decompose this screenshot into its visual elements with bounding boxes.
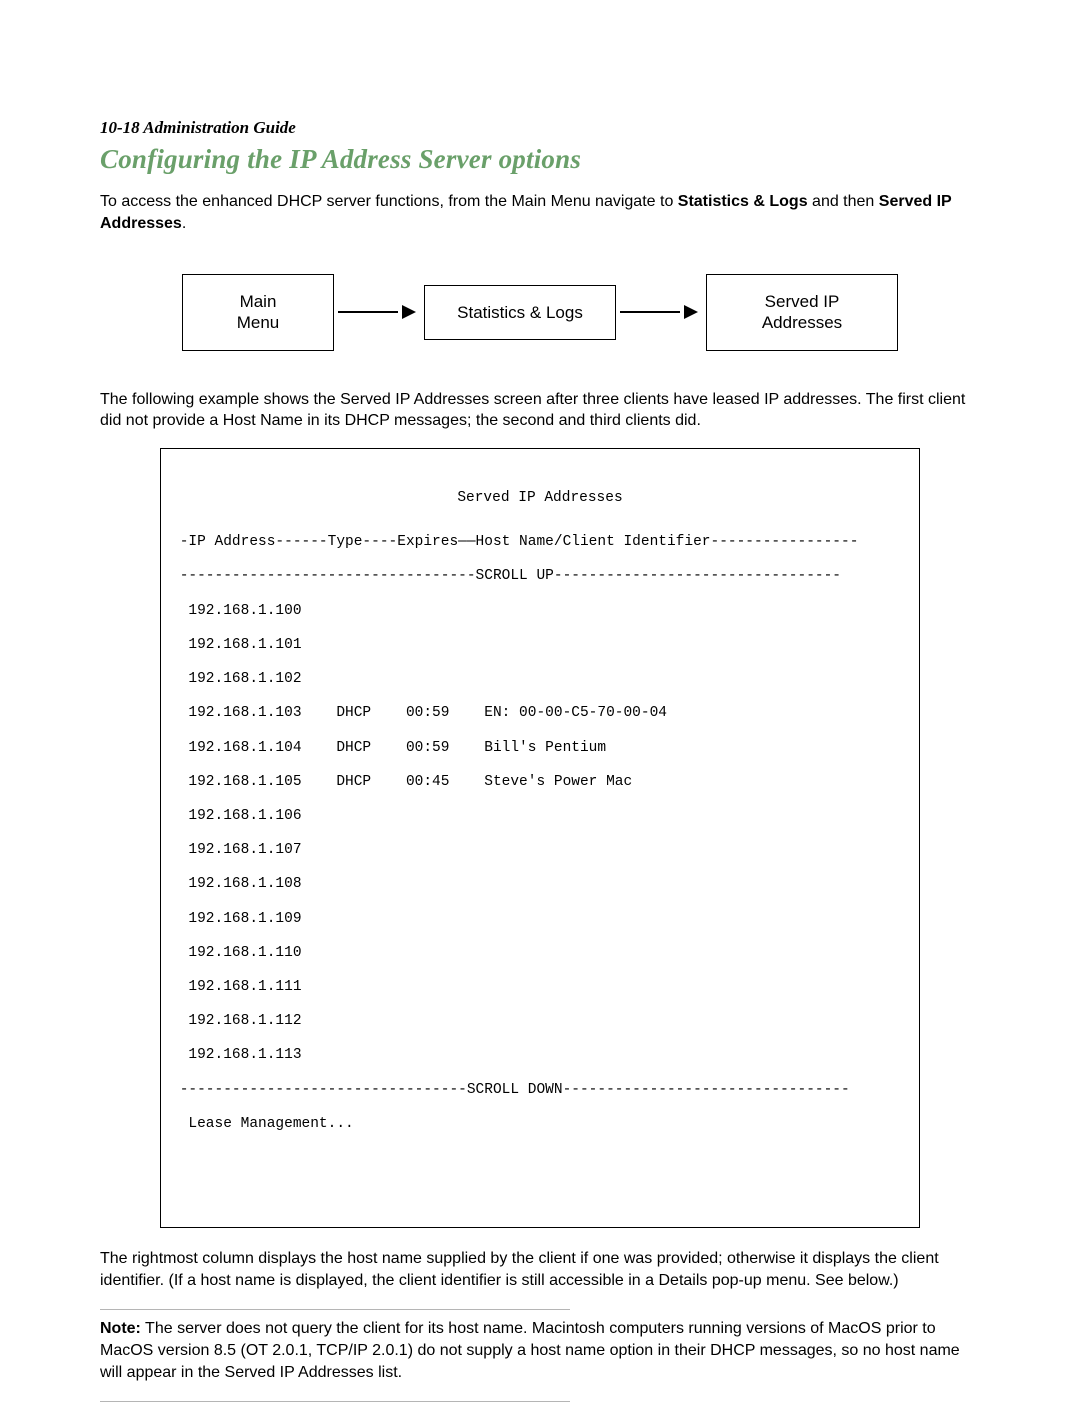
page: 10-18 Administration Guide Configuring t… bbox=[0, 0, 1080, 1397]
terminal-column-header: -IP Address------Type----Expires——Host N… bbox=[171, 534, 909, 551]
content-column: 10-18 Administration Guide Configuring t… bbox=[100, 118, 980, 1410]
terminal-row: 192.168.1.101 bbox=[171, 637, 909, 654]
flow-box-served-ip: Served IPAddresses bbox=[706, 274, 898, 351]
terminal-row: 192.168.1.108 bbox=[171, 876, 909, 893]
intro-pre: To access the enhanced DHCP server funct… bbox=[100, 193, 678, 210]
example-intro-paragraph: The following example shows the Served I… bbox=[100, 389, 980, 432]
terminal-row: 192.168.1.112 bbox=[171, 1013, 909, 1030]
divider bbox=[100, 1309, 570, 1310]
terminal-row: 192.168.1.104 DHCP 00:59 Bill's Pentium bbox=[171, 740, 909, 757]
terminal-row: 192.168.1.110 bbox=[171, 945, 909, 962]
terminal-row: 192.168.1.103 DHCP 00:59 EN: 00-00-C5-70… bbox=[171, 705, 909, 722]
terminal-scroll-down: ---------------------------------SCROLL … bbox=[171, 1082, 909, 1099]
terminal-row: 192.168.1.111 bbox=[171, 979, 909, 996]
nav-flow-diagram: MainMenu Statistics & Logs Served IPAddr… bbox=[100, 274, 980, 351]
terminal-screenshot: Served IP Addresses -IP Address------Typ… bbox=[160, 448, 920, 1228]
terminal-row: 192.168.1.100 bbox=[171, 603, 909, 620]
arrow-right-icon bbox=[402, 305, 416, 319]
terminal-row: 192.168.1.109 bbox=[171, 911, 909, 928]
terminal-row: 192.168.1.107 bbox=[171, 842, 909, 859]
intro-paragraph: To access the enhanced DHCP server funct… bbox=[100, 191, 980, 234]
page-marker: 10-18 Administration Guide bbox=[100, 118, 980, 138]
flow-box-stats-logs: Statistics & Logs bbox=[424, 285, 616, 340]
terminal-scroll-up: ----------------------------------SCROLL… bbox=[171, 568, 909, 585]
divider bbox=[100, 1401, 570, 1402]
terminal-row: 192.168.1.113 bbox=[171, 1047, 909, 1064]
arrow-right-icon bbox=[684, 305, 698, 319]
intro-post: . bbox=[182, 215, 186, 232]
terminal-row: 192.168.1.106 bbox=[171, 808, 909, 825]
rightmost-column-paragraph: The rightmost column displays the host n… bbox=[100, 1248, 980, 1291]
terminal-title: Served IP Addresses bbox=[171, 490, 909, 507]
intro-mid: and then bbox=[808, 193, 879, 210]
note-paragraph: Note: The server does not query the clie… bbox=[100, 1318, 980, 1383]
section-heading: Configuring the IP Address Server option… bbox=[100, 144, 980, 175]
note-label: Note: bbox=[100, 1320, 141, 1337]
terminal-row: 192.168.1.105 DHCP 00:45 Steve's Power M… bbox=[171, 774, 909, 791]
flow-connector bbox=[338, 311, 398, 313]
terminal-row: 192.168.1.102 bbox=[171, 671, 909, 688]
note-body: The server does not query the client for… bbox=[100, 1320, 960, 1380]
flow-connector bbox=[620, 311, 680, 313]
terminal-footer: Lease Management... bbox=[171, 1116, 909, 1133]
flow-box-main-menu: MainMenu bbox=[182, 274, 334, 351]
intro-bold-a: Statistics & Logs bbox=[678, 193, 808, 210]
